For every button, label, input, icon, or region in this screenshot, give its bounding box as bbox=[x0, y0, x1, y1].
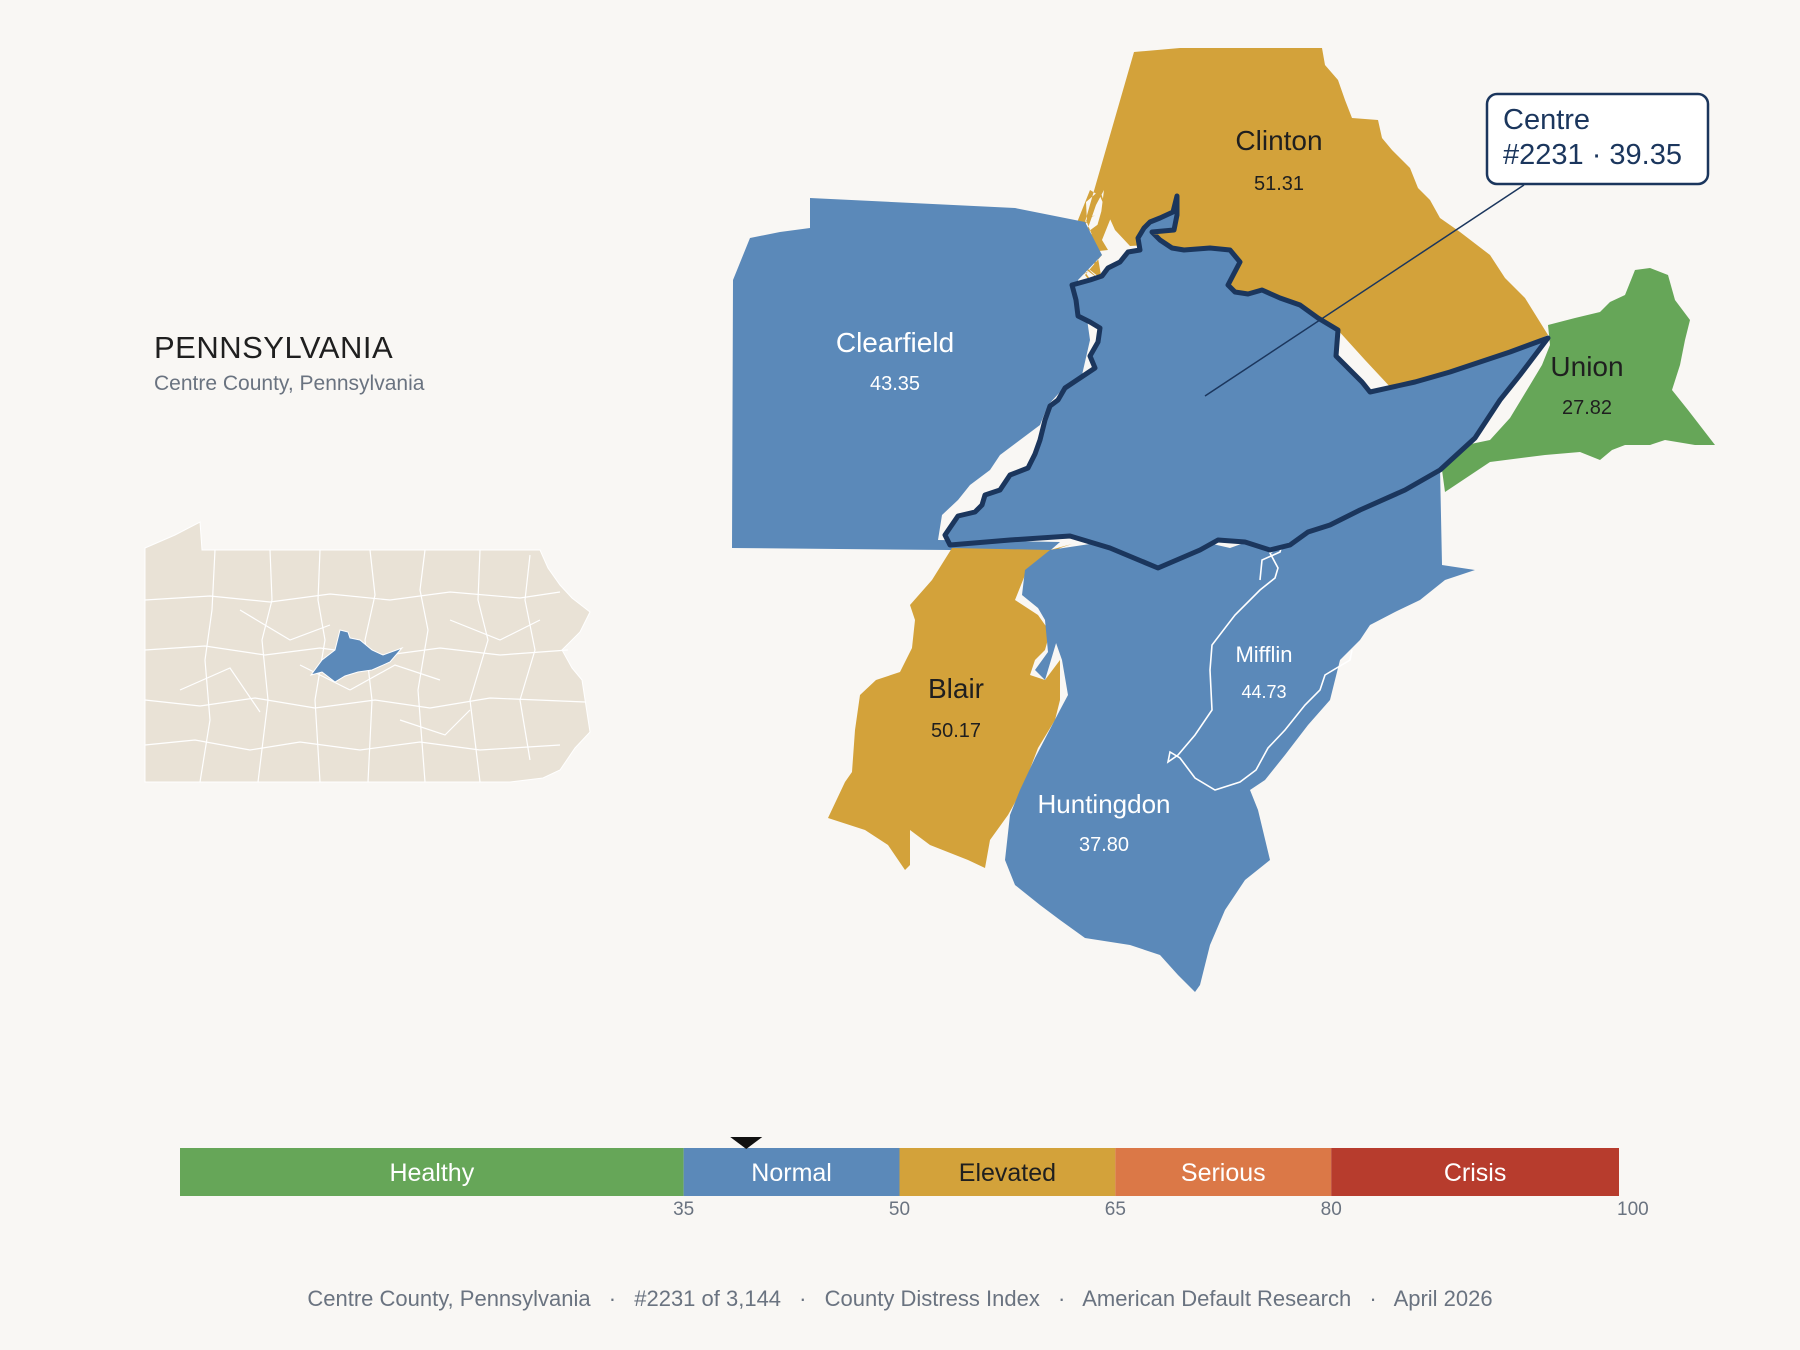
legend-band-normal bbox=[683, 1148, 900, 1196]
legend-band-label: Normal bbox=[751, 1159, 832, 1187]
county-centre[interactable] bbox=[942, 193, 1551, 571]
footer-organization: American Default Research bbox=[1082, 1286, 1352, 1311]
legend-value-marker bbox=[730, 1137, 763, 1149]
legend-tick-label: 65 bbox=[1105, 1199, 1126, 1220]
label-union-value: 27.82 bbox=[1562, 397, 1612, 419]
inset-selected-county bbox=[309, 629, 404, 683]
county-clinton[interactable] bbox=[1060, 48, 1548, 390]
label-clinton-value: 51.31 bbox=[1254, 173, 1304, 195]
footer-separator: · bbox=[1369, 1286, 1377, 1311]
legend-band-serious bbox=[1115, 1148, 1332, 1196]
county-clearfield[interactable] bbox=[732, 198, 1102, 555]
label-huntingdon-name: Huntingdon bbox=[1038, 789, 1171, 819]
inset-state-map bbox=[144, 521, 591, 783]
callout-box bbox=[1485, 92, 1710, 186]
footer-index-name: County Distress Index bbox=[824, 1286, 1040, 1311]
legend-band-elevated bbox=[899, 1148, 1116, 1196]
county-union[interactable] bbox=[1442, 268, 1715, 492]
footer-county: Centre County, Pennsylvania bbox=[307, 1286, 591, 1311]
legend-tick-label: 50 bbox=[889, 1199, 910, 1220]
state-title: PENNSYLVANIA bbox=[154, 330, 394, 365]
label-union-name: Union bbox=[1550, 351, 1623, 382]
label-huntingdon-value: 37.80 bbox=[1079, 834, 1129, 856]
legend-band-label: Crisis bbox=[1444, 1159, 1507, 1187]
label-blair-name: Blair bbox=[928, 673, 984, 704]
county-blair[interactable] bbox=[828, 544, 1072, 870]
county-map bbox=[732, 48, 1715, 992]
label-clearfield-value: 43.35 bbox=[870, 373, 920, 395]
legend-tick-label: 100 bbox=[1617, 1199, 1649, 1220]
label-mifflin-value: 44.73 bbox=[1241, 682, 1286, 702]
footer-separator: · bbox=[1057, 1286, 1066, 1311]
footer-date: April 2026 bbox=[1393, 1286, 1493, 1311]
county-huntingdon[interactable] bbox=[1005, 467, 1475, 992]
selected-county-callout: Centre #2231 · 39.35 bbox=[1204, 92, 1710, 397]
legend-tick-label: 35 bbox=[673, 1199, 694, 1220]
label-mifflin-name: Mifflin bbox=[1235, 642, 1292, 667]
callout-county-name: Centre bbox=[1503, 104, 1590, 136]
footer-separator: · bbox=[799, 1286, 807, 1311]
inset-county-lines bbox=[144, 549, 586, 783]
callout-leader-line bbox=[1204, 184, 1525, 397]
label-blair-value: 50.17 bbox=[931, 720, 981, 742]
legend-band-crisis bbox=[1331, 1148, 1619, 1196]
label-clearfield-name: Clearfield bbox=[836, 327, 954, 358]
legend-scale: Healthy Normal Elevated Serious Crisis 35 50 65… bbox=[180, 1137, 1649, 1220]
legend-tick-label: 80 bbox=[1321, 1199, 1342, 1220]
state-subtitle: Centre County, Pennsylvania bbox=[154, 372, 425, 395]
legend-band-label: Elevated bbox=[959, 1159, 1056, 1187]
legend-band-healthy bbox=[180, 1148, 684, 1196]
footer: Centre County, Pennsylvania · #2231 of 3… bbox=[0, 1286, 1800, 1312]
county-labels: Clinton 51.31 Clearfield 43.35 Union 27.… bbox=[836, 125, 1624, 856]
label-clinton-name: Clinton bbox=[1235, 125, 1322, 156]
county-mifflin bbox=[1166, 543, 1353, 791]
footer-rank: #2231 of 3,144 bbox=[634, 1286, 782, 1311]
legend-band-label: Serious bbox=[1181, 1159, 1266, 1187]
footer-separator: · bbox=[608, 1286, 617, 1311]
legend-band-label: Healthy bbox=[389, 1159, 474, 1187]
callout-rank-value: #2231 · 39.35 bbox=[1503, 139, 1682, 171]
